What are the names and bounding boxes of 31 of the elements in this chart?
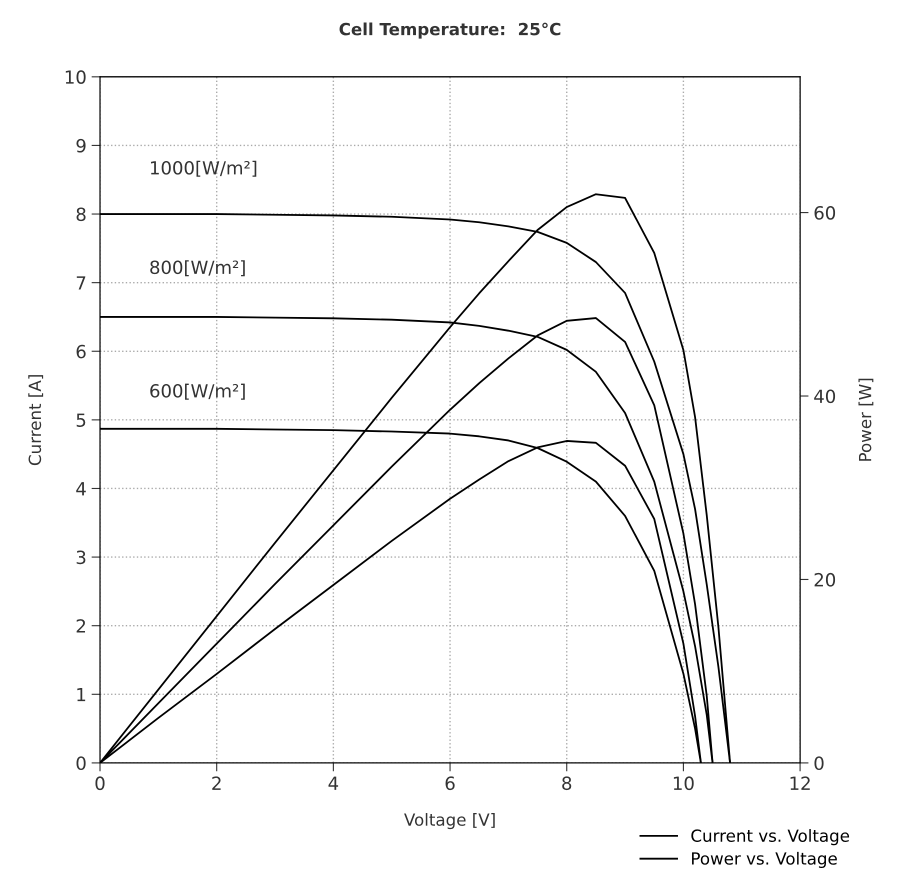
y-tick-label: 4	[76, 482, 86, 496]
x-tick-label: 10	[674, 776, 694, 790]
y2-axis-title: Power [W]	[858, 378, 874, 461]
y-tick-label: 3	[76, 550, 86, 564]
y-tick-label: 8	[76, 208, 86, 222]
y-tick-label: 0	[76, 756, 86, 770]
legend-label: Power vs. Voltage	[692, 852, 837, 868]
y-tick-label: 7	[76, 276, 86, 290]
x-axis-title: Voltage [V]	[404, 813, 495, 830]
y2-tick-label: 20	[814, 572, 836, 587]
x-tick-label: 12	[790, 776, 810, 790]
y-tick-label: 9	[76, 138, 86, 153]
legend-label: Current vs. Voltage	[691, 829, 850, 846]
y2-tick-label: 0	[814, 756, 824, 770]
chart-title: Cell Temperature: 25°C	[340, 22, 560, 39]
x-tick-label: 0	[95, 776, 105, 790]
x-tick-label: 6	[446, 776, 455, 790]
annotation: 1000[W/m²]	[151, 160, 256, 177]
x-tick-label: 2	[212, 776, 221, 790]
y-tick-label: 2	[76, 619, 86, 633]
y-tick-label: 5	[76, 414, 86, 427]
annotation: 600[W/m²]	[150, 384, 245, 400]
annotation: 800[W/m²]	[150, 260, 245, 276]
y-axis-title: Current [A]	[28, 375, 44, 466]
x-tick-label: 8	[562, 776, 572, 790]
y2-tick-label: 60	[814, 206, 836, 220]
y-tick-label: 1	[77, 688, 86, 702]
y-tick-label: 10	[66, 70, 86, 84]
x-tick-label: 4	[328, 776, 338, 790]
y2-tick-label: 40	[814, 389, 836, 404]
y-tick-label: 6	[76, 344, 86, 358]
